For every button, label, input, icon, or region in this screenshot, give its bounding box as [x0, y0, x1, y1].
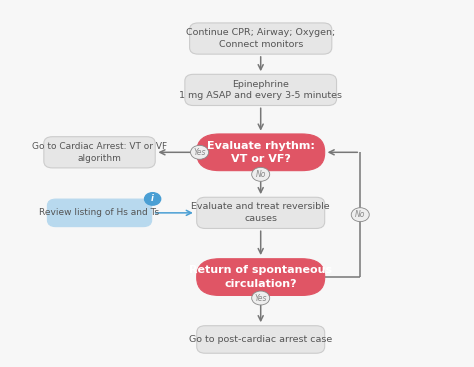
- Text: Evaluate and treat reversible
causes: Evaluate and treat reversible causes: [191, 203, 330, 223]
- FancyBboxPatch shape: [47, 199, 152, 226]
- Circle shape: [191, 145, 209, 159]
- Circle shape: [351, 208, 369, 222]
- Circle shape: [145, 193, 161, 205]
- Circle shape: [252, 291, 270, 305]
- Text: Go to post-cardiac arrest case: Go to post-cardiac arrest case: [189, 335, 332, 344]
- FancyBboxPatch shape: [197, 197, 325, 228]
- Text: i: i: [151, 195, 154, 203]
- Text: No: No: [255, 170, 266, 179]
- FancyBboxPatch shape: [185, 74, 337, 106]
- Text: Epinephrine
1 mg ASAP and every 3-5 minutes: Epinephrine 1 mg ASAP and every 3-5 minu…: [179, 80, 342, 100]
- Circle shape: [252, 167, 270, 181]
- Text: Yes: Yes: [255, 294, 267, 302]
- FancyBboxPatch shape: [197, 326, 325, 353]
- FancyBboxPatch shape: [190, 23, 332, 54]
- Text: Return of spontaneous
circulation?: Return of spontaneous circulation?: [189, 265, 332, 289]
- Text: Evaluate rhythm:
VT or VF?: Evaluate rhythm: VT or VF?: [207, 141, 315, 164]
- Text: Go to Cardiac Arrest: VT or VF
algorithm: Go to Cardiac Arrest: VT or VF algorithm: [32, 142, 167, 163]
- Text: Yes: Yes: [193, 148, 206, 157]
- Text: Continue CPR; Airway; Oxygen;
Connect monitors: Continue CPR; Airway; Oxygen; Connect mo…: [186, 28, 335, 49]
- FancyBboxPatch shape: [197, 259, 325, 295]
- Text: Review listing of Hs and Ts: Review listing of Hs and Ts: [39, 208, 160, 217]
- FancyBboxPatch shape: [197, 134, 325, 171]
- FancyBboxPatch shape: [44, 137, 155, 168]
- Text: No: No: [355, 210, 365, 219]
